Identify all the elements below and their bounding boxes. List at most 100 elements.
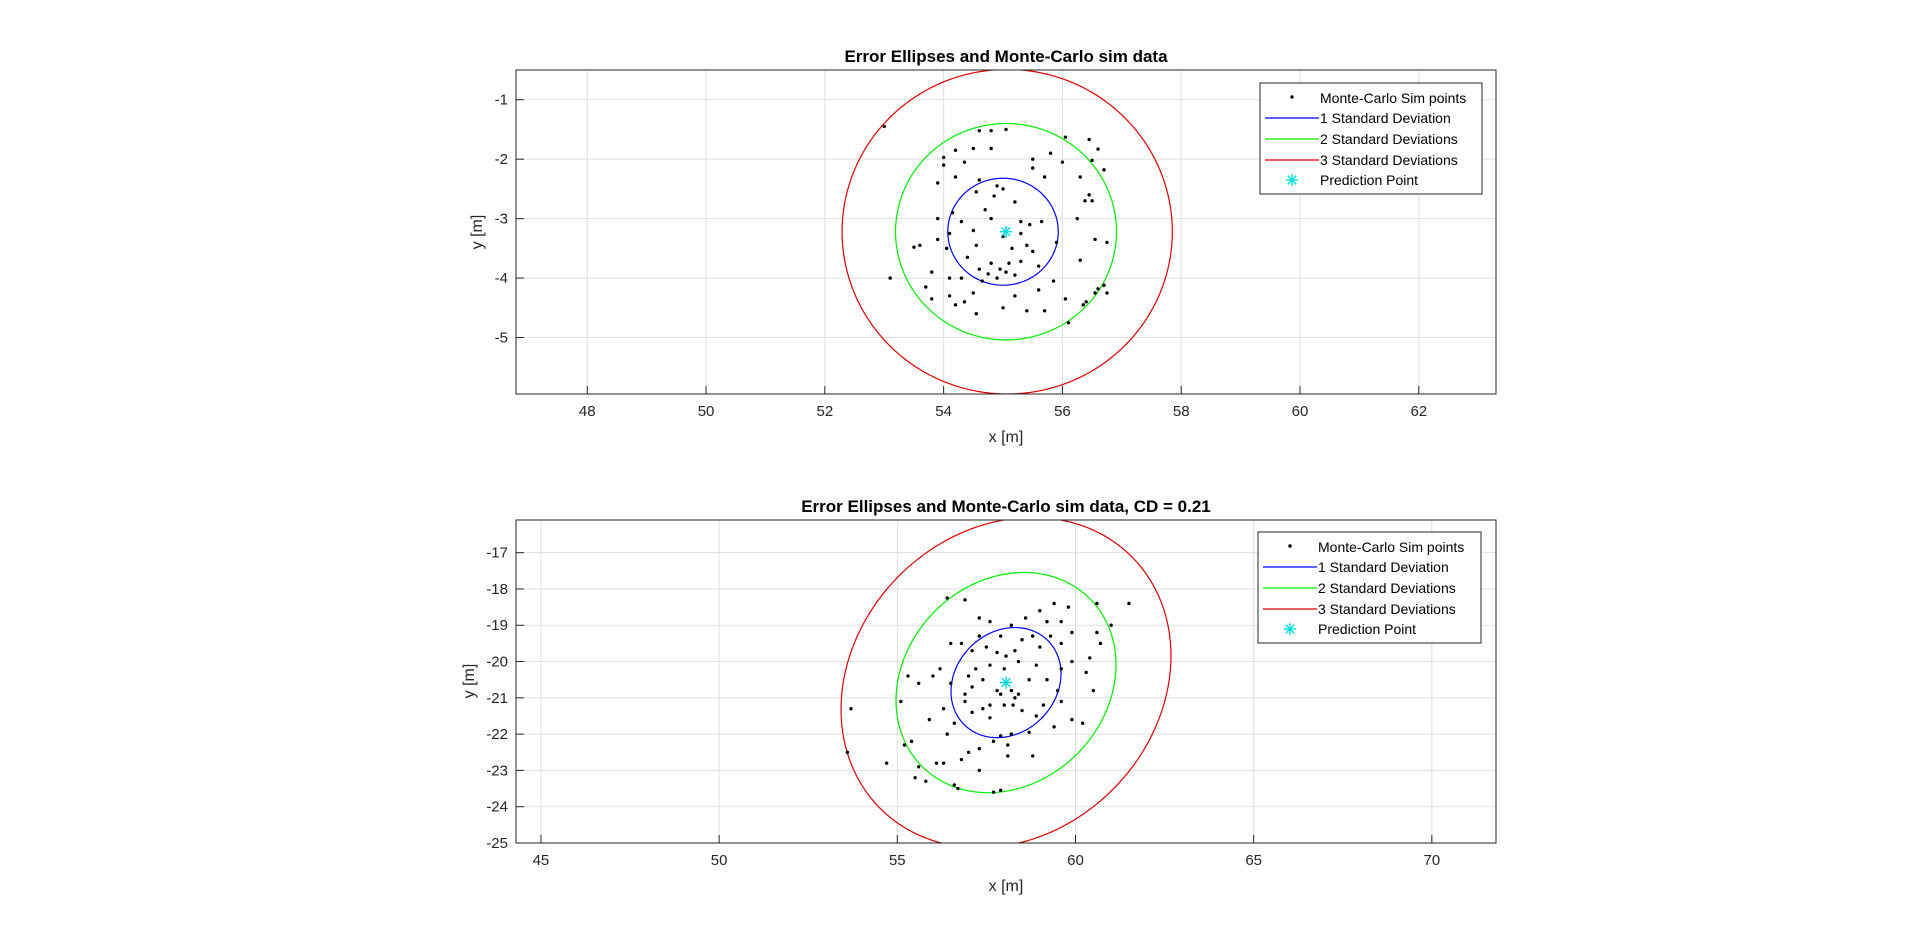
chart-2-sim-point-19	[1006, 743, 1010, 747]
chart-1-sim-point-46	[918, 243, 922, 248]
chart-2-prediction-point	[1000, 676, 1012, 689]
chart-1-sim-point-17	[962, 160, 967, 164]
chart-2-sim-point-94	[977, 768, 981, 773]
chart-2-sim-point-2	[884, 761, 889, 765]
chart-2-sim-point-57	[1095, 601, 1099, 606]
chart-1-sim-point-14	[1090, 158, 1094, 163]
chart-2-sim-point-58	[1052, 601, 1056, 606]
chart-2-sim-point-72	[970, 648, 974, 653]
chart-2-sim-point-33	[1052, 725, 1056, 729]
chart-2-sim-point-71	[959, 641, 964, 646]
chart-1-sim-point-45	[1105, 240, 1109, 245]
chart-2-sim-point-96	[1059, 699, 1063, 704]
chart-2-sim-point-27	[988, 703, 992, 707]
chart-2-sim-point-64	[1009, 623, 1014, 627]
chart-1-sim-point-3	[1004, 127, 1008, 132]
chart-1-sim-point-70	[947, 294, 952, 298]
chart-1-xtick-label-5: 58	[1173, 403, 1190, 420]
chart-1-sim-point-77	[1084, 300, 1088, 304]
chart-2-axes-box	[515, 519, 1497, 844]
chart-2-sim-points	[845, 596, 1131, 794]
chart-2-sim-point-32	[1041, 703, 1046, 707]
chart-2-sim-point-25	[970, 710, 974, 715]
chart-1-sim-point-8	[953, 148, 958, 152]
chart-1-legend-sd3-label: 3 Standard Deviations	[1320, 152, 1458, 168]
chart-2-ellipse-3sd	[840, 520, 1172, 843]
chart-2-xtick-label-2: 55	[889, 852, 906, 869]
chart-1-sim-point-82	[1105, 291, 1109, 295]
chart-1-sim-point-39	[1019, 219, 1023, 224]
chart-2-sim-point-49	[1045, 677, 1049, 682]
chart-1-sim-point-56	[930, 270, 934, 274]
chart-1-legend-points-label: Monte-Carlo Sim points	[1320, 90, 1466, 106]
chart-2-sim-point-66	[988, 619, 992, 624]
chart-1-xtick-label-7: 62	[1410, 403, 1427, 420]
chart-2-sim-point-14	[959, 757, 964, 762]
chart-1-sim-point-6	[1096, 147, 1100, 151]
chart-1-sim-point-58	[888, 276, 892, 280]
chart-1-sim-point-13	[1060, 160, 1065, 164]
chart-1-legend-prediction-marker	[1286, 174, 1298, 186]
chart-1-sim-point-32	[1013, 200, 1017, 204]
chart-2-sim-point-55	[1127, 601, 1131, 606]
chart-2-sim-point-3	[902, 743, 907, 747]
chart-1-sim-point-44	[1093, 237, 1097, 242]
chart-1-sim-point-7	[941, 155, 946, 160]
chart-2-legend-sd1-label: 1 Standard Deviation	[1318, 559, 1449, 575]
chart-2-sim-point-90	[1055, 688, 1060, 693]
chart-2-sim-point-22	[941, 707, 946, 711]
chart-1-ellipse-2sd	[894, 122, 1118, 341]
chart-1-legend-points-marker	[1290, 95, 1294, 99]
chart-1-prediction-marker	[1000, 225, 1012, 238]
chart-1-sim-point-52	[1010, 246, 1014, 251]
chart-1-xtick-label-4: 56	[1054, 403, 1071, 420]
chart-2-sim-point-60	[1066, 605, 1071, 609]
chart-2-legend-points-label: Monte-Carlo Sim points	[1318, 539, 1464, 555]
chart-2-sim-point-93	[966, 750, 971, 754]
chart-2-sim-point-53	[1098, 641, 1103, 646]
chart-1-sim-point-66	[1004, 270, 1008, 274]
chart-2-sim-point-35	[1080, 721, 1085, 725]
chart-2-sim-point-9	[941, 761, 946, 765]
chart-1-sim-point-23	[1031, 166, 1035, 170]
chart-2-sim-point-82	[1059, 641, 1063, 646]
chart-2-ytick-label-4: -21	[486, 690, 508, 707]
chart-1-ytick-label-1: -2	[495, 151, 508, 168]
chart-1-sim-point-33	[950, 210, 955, 215]
chart-2-sim-point-23	[952, 721, 957, 725]
chart-1-sim-point-67	[1036, 264, 1041, 268]
chart-2-xtick-label-4: 65	[1245, 852, 1262, 869]
chart-2-ellipses	[840, 520, 1172, 843]
chart-1-sim-point-2	[989, 128, 993, 133]
chart-2-sim-point-18	[1009, 732, 1014, 736]
chart-1-sim-point-75	[1051, 279, 1056, 283]
chart-2-sim-point-13	[998, 788, 1003, 793]
chart-1-sim-point-54	[1054, 240, 1059, 245]
chart-2-ytick-label-1: -18	[486, 581, 508, 598]
chart-1-sim-point-93	[1031, 249, 1035, 254]
chart-1-sim-point-81	[1102, 283, 1106, 287]
chart-2-sim-point-70	[949, 641, 953, 646]
chart-1-sim-point-55	[1078, 258, 1082, 262]
chart-2-sim-point-31	[1034, 714, 1038, 718]
chart-2-ytick-label-7: -24	[486, 799, 508, 816]
chart-2-sim-point-48	[1027, 677, 1031, 682]
chart-2-xtick-label-1: 50	[711, 852, 728, 869]
chart-2-ytick-label-3: -20	[486, 654, 508, 671]
chart-1-sim-point-60	[977, 267, 981, 271]
chart-2-xtick-label-0: 45	[533, 852, 550, 869]
chart-1-xtick-label-1: 50	[698, 403, 715, 420]
chart-2-xlabel: x [m]	[989, 878, 1024, 895]
chart-1-sim-point-86	[974, 312, 978, 316]
chart-1-sim-point-83	[930, 297, 934, 301]
chart-2-xtick-label-5: 70	[1424, 852, 1441, 869]
chart-2-legend-prediction-label: Prediction Point	[1318, 621, 1416, 637]
chart-2-sim-point-76	[1004, 654, 1008, 658]
chart-2-sim-point-81	[1048, 634, 1053, 638]
chart-2-ytick-label-0: -17	[486, 545, 508, 562]
chart-2-sim-point-83	[1070, 630, 1074, 635]
chart-2-sim-point-41	[949, 681, 953, 686]
chart-1-sim-point-89	[1042, 309, 1047, 313]
chart-1-ellipses	[841, 70, 1173, 394]
